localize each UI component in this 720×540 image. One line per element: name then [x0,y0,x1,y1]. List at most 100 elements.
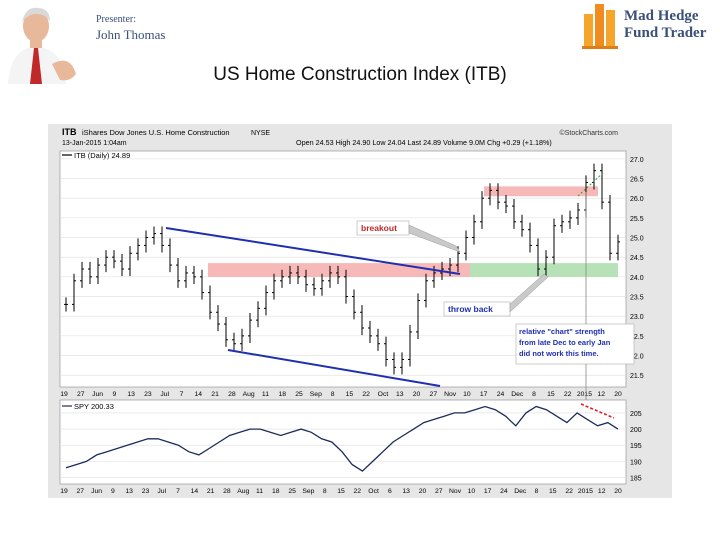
x-tick-label: 24 [497,391,505,398]
price-y-tick-label: 23.5 [630,295,644,302]
price-y-tick-label: 26.0 [630,196,644,203]
spy-line-group [65,405,619,472]
x-tick-label-bottom: 13 [402,488,410,495]
x-tick-label-bottom: 6 [388,488,392,495]
date-label: 13-Jan-2015 1:04am [62,140,127,147]
x-tick-label-bottom: Jul [157,488,166,495]
x-tick-label-bottom: 8 [535,488,539,495]
x-tick-label: Sep [310,391,322,398]
price-bars [64,163,620,375]
x-tick-label-bottom: 25 [288,488,296,495]
logo-line-1: Mad Hedge [624,8,699,24]
x-tick-label-bottom: 20 [419,488,427,495]
price-y-tick-label: 22.0 [630,354,644,361]
x-tick-label: 9 [112,391,116,398]
note-box [515,323,635,365]
breakout-label: breakout [361,223,397,233]
price-y-tick-label: 21.5 [630,373,644,380]
x-tick-label-bottom: 10 [468,488,476,495]
x-tick-label-bottom: Jun [91,488,102,495]
stock-chart: ITB iShares Dow Jones U.S. Home Construc… [48,124,672,498]
presenter-name: John Thomas [96,27,166,42]
exchange-label: NYSE [251,130,270,137]
x-tick-label-bottom: 11 [256,488,263,495]
price-y-tick-label: 25.5 [630,216,644,223]
full-name-label: iShares Dow Jones U.S. Home Construction [82,128,230,137]
x-tick-label: Aug [243,391,255,398]
x-tick-label-bottom: 24 [500,488,508,495]
spy-red-trend-dash [580,403,615,419]
x-tick-label: Dec [511,391,524,398]
source-label: ©StockCharts.com [560,129,619,137]
note-line-2: from late Dec to early Jan [519,338,611,347]
spy-y-tick-label: 190 [630,459,642,466]
x-tick-label: 15 [346,391,354,398]
legend-main: ITB (Daily) 24.89 [74,151,130,160]
price-y-tick-label: 23.0 [630,314,644,321]
x-tick-label: 15 [547,391,555,398]
x-tick-label: 23 [144,391,152,398]
x-tick-label: 25 [295,391,303,398]
chart-svg: ITB iShares Dow Jones U.S. Home Construc… [59,127,644,495]
x-tick-label: 10 [463,391,471,398]
price-y-tick-label: 25.0 [630,236,644,243]
x-tick-label-bottom: 7 [176,488,180,495]
spy-y-tick-label: 205 [630,411,642,418]
x-tick-label: 27 [77,391,85,398]
overhead-zone-red [208,263,470,277]
note-line-1: relative "chart" strength [519,327,605,336]
x-tick-label-bottom: Aug [237,488,249,495]
x-tick-label-bottom: 8 [323,488,327,495]
price-y-tick-label: 22.5 [630,334,644,341]
x-tick-label-bottom: 18 [272,488,280,495]
x-tick-label-bottom: 28 [223,488,231,495]
x-tick-label: 22 [362,391,370,398]
lower-channel-line [227,349,441,387]
x-tick-label: 7 [180,391,184,398]
x-tick-label-bottom: 2015 [578,488,593,495]
slide-title: US Home Construction Index (ITB) [213,64,507,85]
throw-back-arrow [509,273,549,313]
x-tick-label: 11 [262,391,269,398]
x-tick-label: 20 [413,391,421,398]
x-tick-label-bottom: 23 [142,488,150,495]
x-tick-label-bottom: 13 [125,488,133,495]
presenter-block: Presenter: John Thomas [96,14,165,43]
x-ticks: 19 27 Jun 9 13 23 Jul 7 14 21 28 Aug 11 18 25 Sep 8 15 22 O… [60,391,622,398]
x-tick-label: 8 [331,391,335,398]
spy-y-ticks: 205 200 195 190 185 [630,411,642,483]
spy-y-tick-label: 195 [630,443,642,450]
x-tick-label: 2015 [577,391,592,398]
price-y-tick-label: 24.0 [630,275,644,282]
x-tick-label-bottom: 15 [549,488,557,495]
x-tick-label-bottom: 17 [484,488,492,495]
x-tick-label-bottom: Dec [514,488,527,495]
spy-legend: SPY 200.33 [74,402,114,411]
note-line-3: did not work this time. [519,349,599,358]
x-tick-label-bottom: 9 [111,488,115,495]
logo-line-2: Fund Trader [624,25,707,41]
spy-panel [59,399,627,485]
support-zone-green [470,263,618,277]
x-tick-label: 8 [532,391,536,398]
green-trend-dash [577,171,605,197]
spy-y-tick-label: 200 [630,427,642,434]
x-tick-label-bottom: 22 [565,488,573,495]
stats-label: Open 24.53 High 24.90 Low 24.04 Last 24.… [296,138,552,147]
breakout-arrow [408,224,461,253]
x-ticks-bottom: 19 27 Jun 9 13 23 Jul 7 14 21 28 Aug 11 18 25 Sep 8 15 22 O… [60,488,622,495]
x-tick-label-bottom: 22 [354,488,362,495]
presenter-role: Presenter: [96,14,136,25]
x-tick-label-bottom: Oct [368,488,379,495]
mad-hedge-logo-icon [582,4,618,49]
price-y-tick-label: 27.0 [630,157,644,164]
spy-series-line [65,405,619,472]
x-tick-label-bottom: 12 [598,488,606,495]
x-tick-label-bottom: 15 [337,488,345,495]
zones [208,186,618,277]
x-tick-label: 13 [396,391,404,398]
x-tick-label: Oct [378,391,389,398]
price-y-tick-label: 24.5 [630,255,644,262]
x-tick-label: 20 [614,391,622,398]
x-tick-label: 28 [228,391,236,398]
